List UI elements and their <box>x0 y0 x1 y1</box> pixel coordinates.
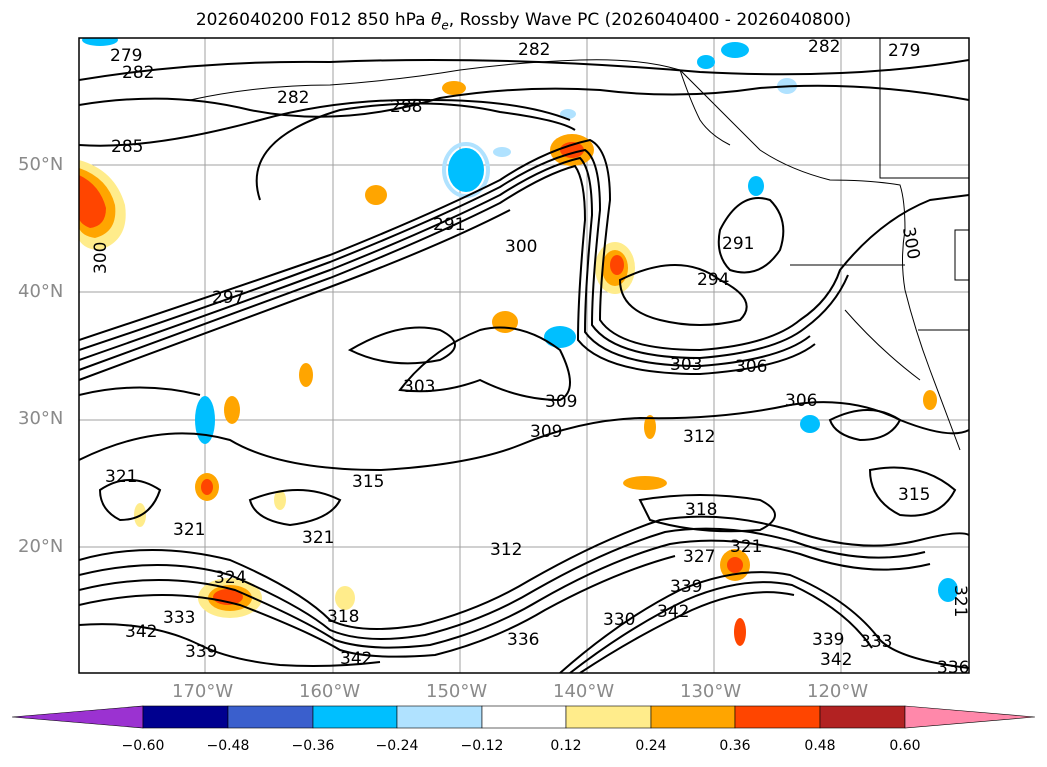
lon-label-150w: 150°W <box>426 681 488 702</box>
contour-label: 321 <box>173 520 205 540</box>
contour-label: 303 <box>670 355 702 375</box>
colorbar-tick: −0.36 <box>291 738 335 754</box>
contour-label: 279 <box>110 46 142 66</box>
contour-label: 306 <box>785 391 817 411</box>
contour-label: 309 <box>545 392 577 412</box>
contour-label: 279 <box>888 41 920 61</box>
contour-label: 336 <box>507 630 539 650</box>
colorbar-tick: 0.36 <box>719 738 751 754</box>
colorbar <box>11 705 1036 729</box>
contour-label: 339 <box>812 630 844 650</box>
contour-label: 333 <box>163 608 195 628</box>
contour-label: 285 <box>111 137 143 157</box>
contour-label: 339 <box>670 577 702 597</box>
contour-label: 294 <box>697 270 729 290</box>
lon-label-160w: 160°W <box>299 681 361 702</box>
contour-label: 327 <box>683 547 715 567</box>
lon-label-130w: 130°W <box>680 681 742 702</box>
colorbar-bin <box>819 705 906 729</box>
contour-label: 297 <box>212 288 244 308</box>
contour-label: 309 <box>530 422 562 442</box>
contour-label: 321 <box>105 467 137 487</box>
contour-label: 312 <box>683 427 715 447</box>
contour-label: 321 <box>730 537 762 557</box>
contour-label: 342 <box>657 602 689 622</box>
contour-label: 330 <box>603 610 635 630</box>
contour-label: 318 <box>685 500 717 520</box>
contour-label: 321 <box>950 585 970 617</box>
colorbar-tick: 0.60 <box>889 738 921 754</box>
contour-label: 300 <box>505 237 537 257</box>
contour-label: 300 <box>91 242 111 274</box>
colorbar-tick: 0.48 <box>804 738 836 754</box>
colorbar-tick: 0.24 <box>635 738 667 754</box>
colorbar-tick: 0.12 <box>550 738 582 754</box>
contour-label: 342 <box>125 622 157 642</box>
contour-label: 324 <box>214 568 246 588</box>
coastline <box>189 38 969 451</box>
colorbar-under-extension <box>11 705 144 729</box>
contour-label: 342 <box>820 650 852 670</box>
contour-labels: 279 282 282 279 282 282 285 288 291 300 … <box>91 37 970 678</box>
contour-label: 312 <box>490 540 522 560</box>
colorbar-over-extension <box>904 705 1036 729</box>
colorbar-tick: −0.24 <box>375 738 419 754</box>
contour-label: 306 <box>735 357 767 377</box>
colorbar-bin <box>227 705 314 729</box>
figure-title: 2026040200 F012 850 hPa θe, Rossby Wave … <box>0 10 1047 32</box>
colorbar-bin <box>650 705 736 729</box>
title-symbol: θ <box>431 10 442 30</box>
contour-label: 315 <box>898 485 930 505</box>
contour-label: 282 <box>518 40 550 60</box>
colorbar-bin <box>142 705 229 729</box>
theta-e-contours <box>79 58 969 673</box>
colorbar-bin <box>396 705 483 729</box>
lon-label-120w: 120°W <box>807 681 869 702</box>
contour-label: 339 <box>185 642 217 662</box>
contour-label: 303 <box>403 377 435 397</box>
colorbar-bin <box>481 705 567 729</box>
contour-label: 333 <box>860 632 892 652</box>
contour-label: 282 <box>122 63 154 83</box>
contour-label: 336 <box>937 658 969 678</box>
lat-label-40n: 40°N <box>18 281 64 302</box>
colorbar-bin <box>312 705 398 729</box>
colorbar-tick: −0.60 <box>121 738 165 754</box>
title-text: 2026040200 F012 850 hPa <box>195 10 431 30</box>
contour-label: 318 <box>327 607 359 627</box>
colorbar-tick: −0.12 <box>460 738 504 754</box>
lat-label-20n: 20°N <box>18 536 64 557</box>
lat-label-30n: 30°N <box>18 408 64 429</box>
contour-label: 288 <box>390 97 422 117</box>
map-background <box>79 38 969 673</box>
colorbar-tick: −0.48 <box>206 738 250 754</box>
contour-label: 282 <box>277 88 309 108</box>
lon-label-170w: 170°W <box>172 681 234 702</box>
contour-label: 291 <box>433 215 465 235</box>
colorbar-bin <box>565 705 652 729</box>
contour-label: 291 <box>722 234 754 254</box>
lat-label-50n: 50°N <box>18 154 64 175</box>
title-text-suffix: , Rossby Wave PC (2026040400 - 202604080… <box>448 10 852 30</box>
contour-label: 342 <box>340 649 372 669</box>
colorbar-bin <box>734 705 821 729</box>
contour-label: 321 <box>302 528 334 548</box>
contour-label: 315 <box>352 472 384 492</box>
title-subscript: e <box>441 18 449 33</box>
contour-label: 282 <box>808 37 840 57</box>
map-frame <box>78 37 970 674</box>
lon-label-140w: 140°W <box>553 681 615 702</box>
